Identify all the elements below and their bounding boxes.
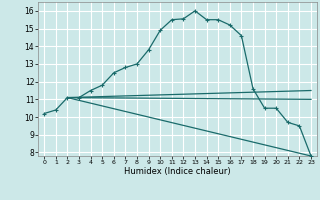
X-axis label: Humidex (Indice chaleur): Humidex (Indice chaleur) <box>124 167 231 176</box>
